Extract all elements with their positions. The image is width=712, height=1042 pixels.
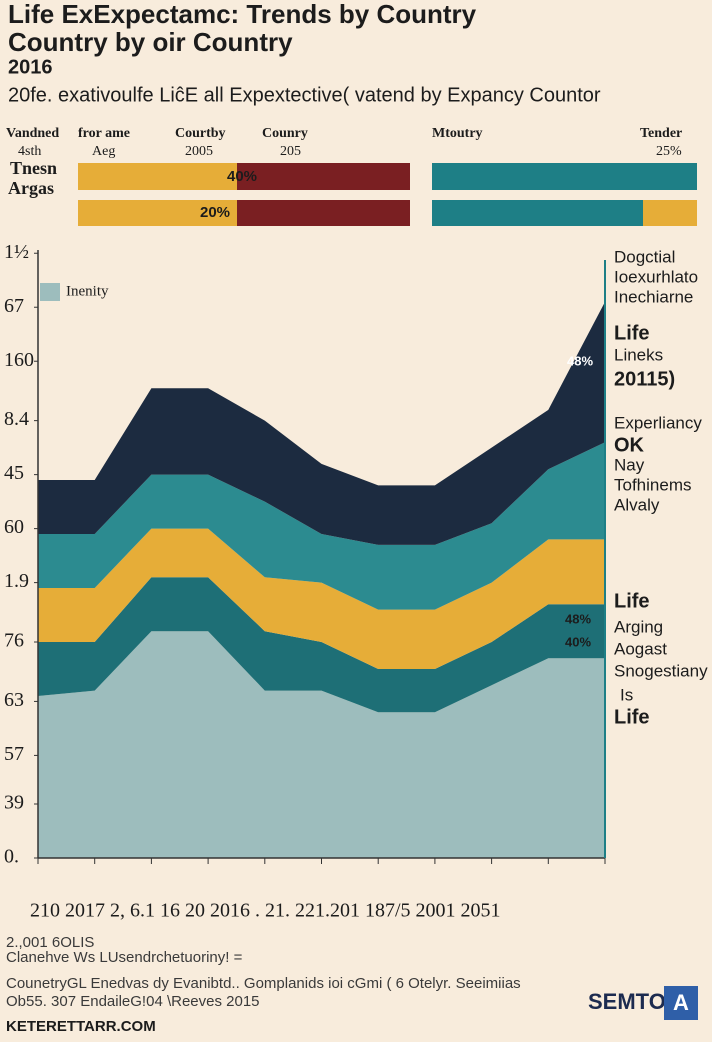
panel-bar [237, 163, 410, 190]
area [38, 631, 605, 858]
y-tick-label: 39 [4, 792, 24, 814]
y-tick-label: 160 [4, 349, 34, 371]
panel-bar [78, 163, 237, 190]
side-note: OK [614, 434, 645, 456]
panel-header: 2005 [185, 144, 213, 159]
side-note: Tofhinems [614, 475, 691, 494]
panel-bar [237, 200, 410, 226]
y-tick-label: 45 [4, 462, 24, 484]
panel-header: Tender [640, 126, 682, 141]
side-note: Dogctial [614, 247, 675, 266]
x-axis-text: 210 2017 2, 6.1 16 20 2016 . 21. 221.201… [30, 900, 501, 922]
panel: Vandned 4sth Tnesn Argas fror ame Aeg Co… [6, 126, 697, 226]
panel-label: 20% [200, 204, 230, 221]
logo-letter: A [673, 990, 689, 1015]
y-tick-label: 8.4 [4, 408, 29, 430]
side-note: Alvaly [614, 495, 660, 514]
footer-line: 2.,001 6OLIS [6, 934, 94, 951]
side-note: Lineks [614, 345, 663, 364]
panel-header: 205 [280, 144, 301, 159]
side-note: Nay [614, 455, 645, 474]
title-line: Country by oir Country [8, 27, 293, 57]
panel-header: Courtby [175, 126, 226, 141]
footer-line: Clanehve Ws LUsendrchetuoriny! = [6, 949, 243, 966]
side-notes: Dogctial Ioexurhlato Inechiarne Life Lin… [614, 247, 708, 728]
panel-header: Vandned [6, 126, 59, 141]
footer-line: CounetryGL Enedvas dy Evanibtd.. Gomplan… [6, 975, 521, 992]
side-note: Life [614, 322, 650, 344]
panel-bar [432, 200, 643, 226]
y-tick-label: 57 [4, 743, 24, 765]
y-tick-label: 60 [4, 516, 24, 538]
area [38, 577, 605, 713]
logo: SEMTO [588, 989, 666, 1014]
panel-bar [643, 200, 697, 226]
panel-bar [78, 200, 237, 226]
side-note: Arging [614, 617, 663, 636]
y-tick-label: 63 [4, 689, 24, 711]
panel-header: 25% [656, 144, 682, 159]
panel-header: Counry [262, 126, 308, 141]
side-note: Ioexurhlato [614, 267, 698, 286]
side-note: 20115) [614, 368, 675, 390]
side-note: Snogestiany [614, 661, 708, 680]
annotation: 48% [567, 353, 593, 368]
year: 2016 [8, 56, 53, 78]
footer-site: KETERETTARR.COM [6, 1018, 156, 1035]
side-note: Experliancy [614, 413, 702, 432]
y-tick-label: 1½ [4, 241, 29, 263]
logo-box [664, 986, 698, 1020]
side-note: Aogast [614, 639, 667, 658]
footer-line: Ob55. 307 EndaileG!04 \Reeves 2015 [6, 993, 260, 1010]
footer: 2.,001 6OLIS Clanehve Ws LUsendrchetuori… [6, 934, 698, 1035]
area [38, 442, 605, 610]
subtitle: 20fe. exativoulfe LiĉE all Expextective(… [8, 84, 601, 106]
panel-header: Mtoutry [432, 126, 483, 141]
legend-swatch [40, 283, 60, 301]
side-note: Life [614, 590, 650, 612]
area [38, 301, 605, 545]
annotation: 40% [565, 634, 591, 649]
panel-bar [432, 163, 697, 190]
panel-header: 4sth [18, 144, 41, 159]
panel-label: 40% [227, 168, 257, 185]
side-note: Is [620, 685, 633, 704]
y-tick-label: 67 [4, 295, 24, 317]
y-tick-label: 76 [4, 630, 24, 652]
area [38, 528, 605, 670]
panel-header: Aeg [92, 144, 115, 159]
side-note: Life [614, 706, 650, 728]
panel-header: Argas [8, 178, 54, 198]
chart: 1½ 67 160 8.4 45 60 1.9 76 63 57 39 0. 210 2017 2, 6… [4, 241, 606, 922]
annotation: 48% [565, 611, 591, 626]
title: Life ExExpectamc: Trends by Country [8, 0, 477, 29]
panel-header: fror ame [78, 126, 130, 141]
side-note: Inechiarne [614, 287, 693, 306]
panel-header: Tnesn [10, 158, 57, 178]
y-tick-label: 1.9 [4, 570, 29, 592]
legend-label: Inenity [66, 283, 109, 299]
y-tick-label: 0. [4, 846, 19, 868]
